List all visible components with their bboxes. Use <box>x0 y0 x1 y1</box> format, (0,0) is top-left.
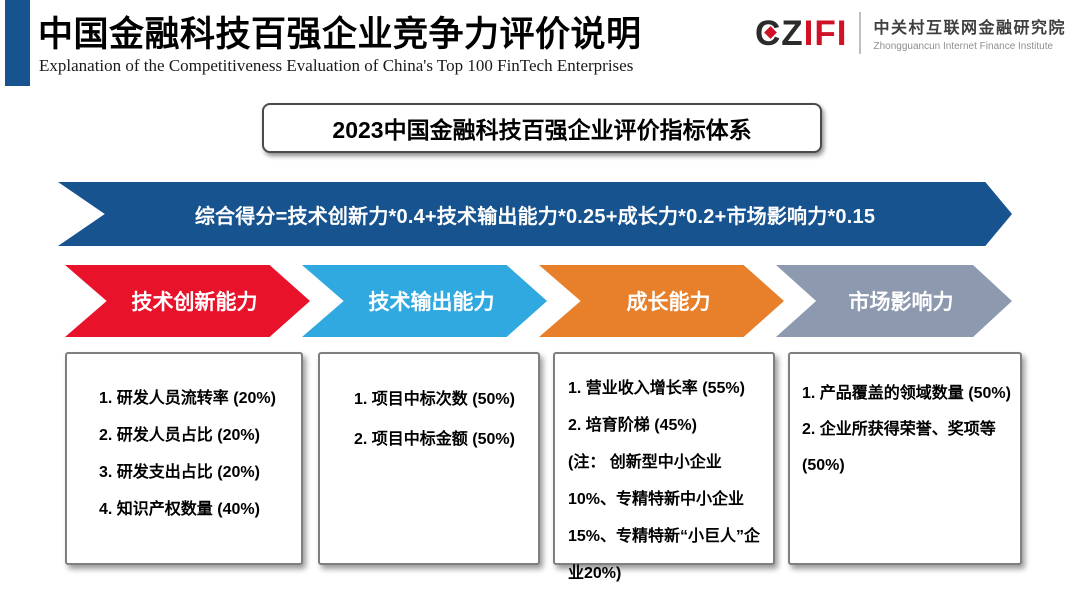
indicator-box-growth: 1. 营业收入增长率 (55%) 2. 培育阶梯 (45%) (注： 创新型中小企业… <box>553 352 775 582</box>
chevron-label: 成长能力 <box>626 291 711 314</box>
indicator-box-tech-innovation: 1. 研发人员流转率 (20%) 2. 研发人员占比 (20%) 3. 研发支出占比… <box>65 352 303 565</box>
category-chevron-tech-innovation: 技术创新能力 <box>65 265 310 337</box>
logo-wordmark: CZIFI <box>755 16 847 51</box>
category-chevron-market-influence: 市场影响力 <box>776 265 1012 337</box>
list-item: 2. 企业所获得荣誉、奖项等 (50%) <box>802 421 996 474</box>
list-item: 2. 项目中标金额 (50%) <box>354 431 515 448</box>
logo-org: 中关村互联网金融研究院 Zhongguancun Internet Financ… <box>873 14 1066 52</box>
category-chevron-growth: 成长能力 <box>539 265 784 337</box>
list-item: 1. 产品覆盖的领域数量 (50%) <box>802 385 1011 402</box>
czifi-logo: CZIFI 中关村互联网金融研究院 Zhongguancun Internet … <box>755 12 1066 54</box>
logo-wordmark-dark: CZ <box>755 13 804 53</box>
chevron-label: 技术输出能力 <box>368 291 495 314</box>
indicator-box-market-influence: 1. 产品覆盖的领域数量 (50%) 2. 企业所获得荣誉、奖项等 (50%) <box>788 352 1022 565</box>
chevron-label: 市场影响力 <box>848 291 954 314</box>
system-title-box: 2023中国金融科技百强企业评价指标体系 <box>262 103 822 153</box>
indicator-box-tech-output: 1. 项目中标次数 (50%) 2. 项目中标金额 (50%) <box>318 352 540 565</box>
system-title: 2023中国金融科技百强企业评价指标体系 <box>332 117 752 143</box>
logo-divider <box>859 12 862 54</box>
accent-bar <box>5 0 30 86</box>
formula-banner: 综合得分=技术创新力*0.4+技术输出能力*0.25+成长力*0.2+市场影响力… <box>58 182 1012 246</box>
logo-org-name-en: Zhongguancun Internet Finance Institute <box>873 41 1054 52</box>
list-item: 1. 研发人员流转率 (20%) <box>99 390 276 407</box>
logo-wordmark-red: IFI <box>803 13 848 53</box>
list-item: 2. 研发人员占比 (20%) <box>99 427 260 444</box>
list-item: 1. 项目中标次数 (50%) <box>354 391 515 408</box>
chevron-label: 技术创新能力 <box>131 291 258 314</box>
logo-org-name-cn: 中关村互联网金融研究院 <box>873 20 1066 37</box>
category-chevron-tech-output: 技术输出能力 <box>302 265 547 337</box>
list-item: 4. 知识产权数量 (40%) <box>99 501 260 518</box>
list-item: 3. 研发支出占比 (20%) <box>99 464 260 481</box>
page-title: 中国金融科技百强企业竞争力评价说明 <box>38 15 642 54</box>
page-subtitle: Explanation of the Competitiveness Evalu… <box>39 56 634 75</box>
list-item: 1. 营业收入增长率 (55%) <box>568 380 745 397</box>
formula-text: 综合得分=技术创新力*0.4+技术输出能力*0.25+成长力*0.2+市场影响力… <box>194 205 876 228</box>
list-item: (注： 创新型中小企业10%、专精特新中小企业15%、专精特新“小巨人”企业20… <box>568 454 761 582</box>
list-item: 2. 培育阶梯 (45%) <box>568 417 697 434</box>
